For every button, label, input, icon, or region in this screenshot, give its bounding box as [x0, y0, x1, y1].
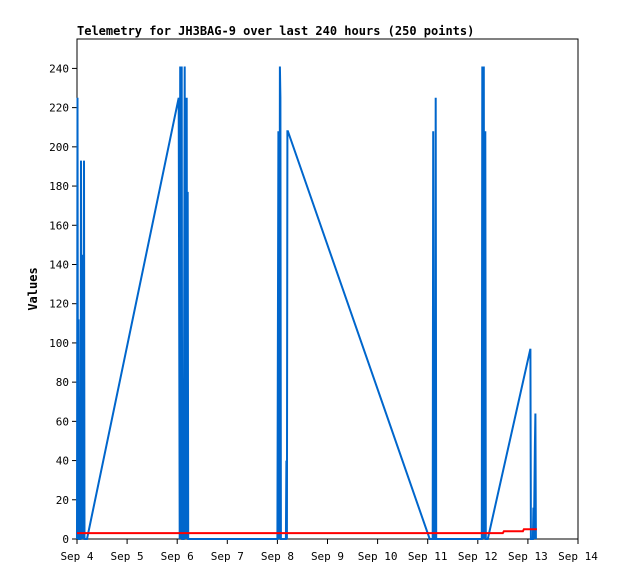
x-tick-label: Sep 12: [458, 550, 498, 563]
y-tick-label: 60: [56, 415, 69, 428]
y-tick-label: 160: [49, 219, 69, 232]
x-tick-label: Sep 11: [408, 550, 448, 563]
y-tick-label: 140: [49, 258, 69, 271]
x-tick-label: Sep 13: [508, 550, 548, 563]
y-ticks: 0 20 40 60 80 100 120 140 160 180 200 220 240: [49, 62, 77, 546]
x-tick-label: Sep 6: [161, 550, 194, 563]
y-tick-label: 240: [49, 62, 69, 75]
x-tick-label: Sep 9: [311, 550, 344, 563]
x-tick-label: Sep 7: [211, 550, 244, 563]
x-tick-label: Sep 8: [261, 550, 294, 563]
y-axis-label: Values: [26, 267, 40, 310]
series-line-0: [76, 66, 537, 540]
plot-area: [76, 38, 579, 540]
y-tick-label: 0: [62, 533, 69, 546]
series-line-1: [77, 528, 537, 535]
y-tick-label: 100: [49, 337, 69, 350]
x-tick-label: Sep 14: [558, 550, 598, 563]
y-tick-label: 220: [49, 102, 69, 115]
x-tick-label: Sep 5: [111, 550, 144, 563]
y-tick-label: 180: [49, 180, 69, 193]
y-tick-label: 120: [49, 298, 69, 311]
x-tick-label: Sep 10: [358, 550, 398, 563]
y-tick-label: 20: [56, 494, 69, 507]
y-tick-label: 40: [56, 455, 69, 468]
y-tick-label: 200: [49, 141, 69, 154]
chart-title: Telemetry for JH3BAG-9 over last 240 hou…: [77, 24, 474, 38]
x-tick-label: Sep 4: [60, 550, 93, 563]
x-ticks: Sep 4 Sep 5 Sep 6 Sep 7 Sep 8 Sep 9 Sep 10 Sep …: [60, 539, 598, 563]
series-layer: [76, 66, 537, 540]
y-tick-label: 80: [56, 376, 69, 389]
